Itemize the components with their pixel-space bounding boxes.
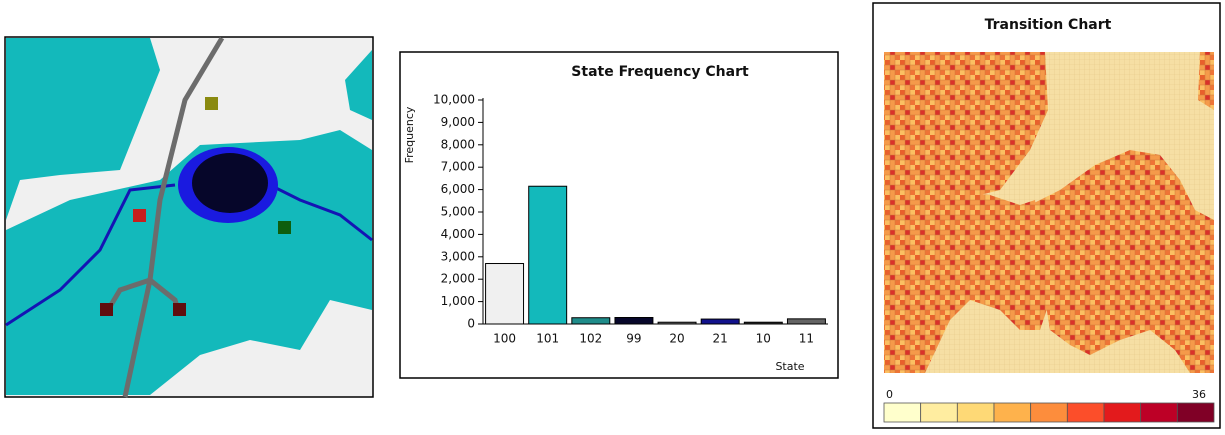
bar — [787, 319, 825, 324]
colorbar-tick-label: 0 — [886, 388, 893, 401]
heatmap-region — [1198, 52, 1214, 110]
x-tick-label: 101 — [536, 332, 559, 346]
bar — [529, 186, 567, 324]
chart-title: Transition Chart — [985, 17, 1112, 33]
y-tick-label: 5,000 — [441, 205, 475, 219]
bar — [744, 322, 782, 324]
colorbar-swatch — [1177, 403, 1214, 422]
x-tick-label: 102 — [579, 332, 602, 346]
y-tick-label: 1,000 — [441, 294, 475, 308]
y-tick-label: 10,000 — [433, 93, 475, 107]
x-tick-label: 20 — [669, 332, 684, 346]
x-tick-label: 11 — [799, 332, 814, 346]
heatmap-panel: Transition Chart 0 36 — [873, 3, 1220, 428]
colorbar-swatch — [884, 403, 921, 422]
x-tick-label: 10 — [756, 332, 771, 346]
y-tick-label: 3,000 — [441, 249, 475, 263]
bar — [572, 318, 610, 324]
y-axis-label: Frequency — [403, 106, 416, 163]
x-tick-label: 100 — [493, 332, 516, 346]
chart-title: State Frequency Chart — [571, 64, 749, 80]
colorbar-swatch — [994, 403, 1031, 422]
y-tick-label: 0 — [467, 317, 475, 331]
colorbar-swatch — [957, 403, 994, 422]
colorbar-swatch — [1031, 403, 1068, 422]
bar — [701, 319, 739, 324]
colorbar-tick-label: 36 — [1192, 388, 1206, 401]
bar — [658, 322, 696, 324]
bar-chart-panel: State Frequency Chart Frequency State 0 1… — [400, 52, 838, 378]
colorbar-swatch — [1067, 403, 1104, 422]
x-axis-label: State — [775, 360, 804, 373]
colorbar-swatch — [1104, 403, 1141, 422]
map-panel — [5, 37, 373, 397]
bar — [615, 318, 653, 324]
y-tick-label: 7,000 — [441, 160, 475, 174]
screen: State Frequency Chart Frequency State 0 1… — [0, 0, 1225, 431]
x-tick-label: 21 — [713, 332, 728, 346]
y-tick-label: 8,000 — [441, 137, 475, 151]
bar — [486, 264, 524, 324]
colorbar-swatch — [921, 403, 958, 422]
colorbar-swatch — [1141, 403, 1178, 422]
y-tick-label: 4,000 — [441, 227, 475, 241]
y-tick-label: 6,000 — [441, 182, 475, 196]
y-tick-label: 9,000 — [441, 115, 475, 129]
x-tick-label: 99 — [626, 332, 641, 346]
y-tick-label: 2,000 — [441, 272, 475, 286]
